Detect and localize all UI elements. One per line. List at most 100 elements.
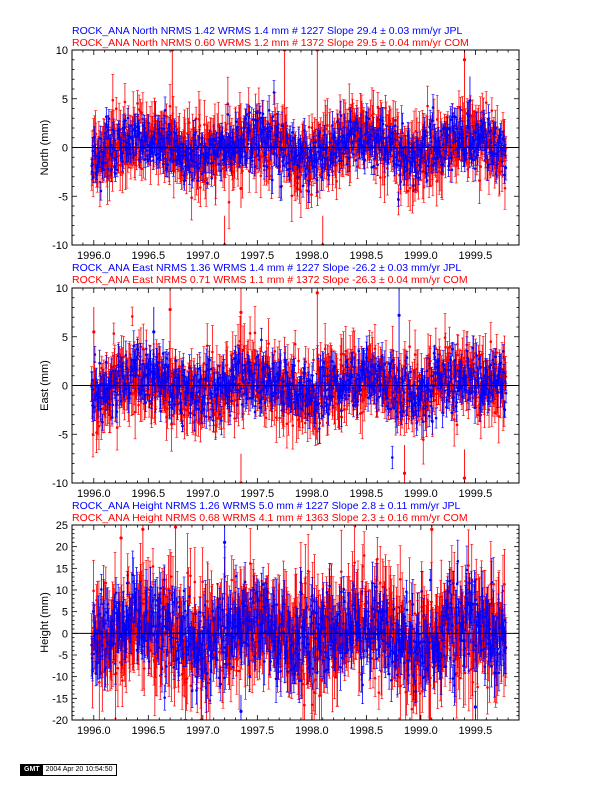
data-point (93, 135, 96, 139)
series-jpl (90, 80, 508, 207)
data-point (290, 131, 294, 134)
data-point (212, 137, 216, 141)
data-point (114, 172, 117, 175)
data-point (259, 174, 263, 178)
data-point (123, 100, 127, 104)
data-point (261, 112, 265, 116)
data-point (226, 102, 230, 105)
data-point (211, 142, 215, 146)
data-point (166, 136, 169, 140)
data-point (296, 176, 299, 179)
data-point (126, 116, 130, 120)
data-point (143, 126, 146, 130)
data-point (299, 190, 303, 193)
data-point (236, 138, 240, 141)
data-point (422, 185, 426, 189)
data-point (147, 121, 150, 125)
data-point (280, 124, 284, 128)
data-point (479, 165, 483, 168)
data-point (179, 148, 182, 151)
data-point (91, 149, 95, 153)
data-point (230, 162, 233, 165)
data-point (240, 141, 243, 145)
data-point (139, 149, 142, 153)
data-point (117, 154, 120, 158)
data-point (102, 168, 106, 171)
data-point (210, 176, 213, 180)
data-point (248, 111, 251, 114)
data-point (194, 160, 198, 164)
data-point (285, 153, 288, 157)
data-point (235, 144, 239, 147)
data-point (270, 178, 274, 182)
data-point (290, 194, 294, 198)
data-point (188, 170, 191, 174)
data-point (120, 141, 123, 145)
data-point (146, 143, 149, 147)
data-point (388, 119, 392, 122)
data-point (253, 165, 257, 169)
data-point (192, 149, 195, 153)
data-point (121, 160, 124, 163)
data-point (203, 123, 206, 126)
data-point (182, 174, 186, 177)
data-point (107, 117, 111, 120)
data-point (110, 152, 114, 156)
data-point (214, 139, 217, 143)
data-point (217, 124, 220, 127)
data-point (264, 127, 268, 131)
data-point (153, 137, 157, 141)
data-point (328, 130, 331, 133)
data-point (408, 186, 412, 190)
data-point (278, 153, 282, 157)
data-point (227, 200, 231, 204)
data-point (214, 176, 217, 180)
data-point (376, 105, 380, 109)
data-point (286, 136, 289, 140)
data-point (200, 172, 204, 176)
data-point (270, 127, 274, 130)
data-point (140, 139, 143, 142)
data-point (276, 123, 280, 126)
data-point (503, 186, 507, 190)
data-point (236, 125, 240, 129)
data-point (168, 132, 172, 136)
data-point (250, 159, 254, 163)
data-point (154, 114, 157, 118)
data-point (258, 111, 262, 115)
data-point (226, 113, 230, 116)
data-point (173, 131, 177, 135)
data-point (426, 104, 429, 108)
data-point (396, 136, 400, 139)
data-point (111, 98, 115, 102)
data-point (170, 152, 174, 156)
data-point (129, 124, 133, 128)
data-point (106, 167, 110, 171)
data-point (198, 136, 201, 139)
data-point (478, 179, 481, 182)
data-point (184, 136, 187, 140)
data-point (98, 155, 102, 159)
data-point (157, 156, 161, 159)
data-point (135, 158, 138, 161)
data-point (253, 135, 256, 139)
data-point (324, 127, 328, 131)
data-point (160, 127, 164, 130)
data-point (379, 176, 382, 179)
data-point (141, 124, 145, 127)
data-point (190, 196, 193, 200)
data-point (271, 115, 275, 118)
data-point (193, 165, 196, 168)
data-point (151, 159, 155, 162)
data-point (115, 168, 119, 172)
data-point (267, 109, 271, 112)
data-point (205, 181, 209, 185)
data-point (435, 118, 439, 121)
data-point (258, 158, 261, 161)
data-point (165, 167, 168, 170)
data-point (299, 142, 302, 146)
data-point (199, 155, 203, 159)
data-point (246, 142, 250, 146)
data-point (145, 149, 149, 152)
